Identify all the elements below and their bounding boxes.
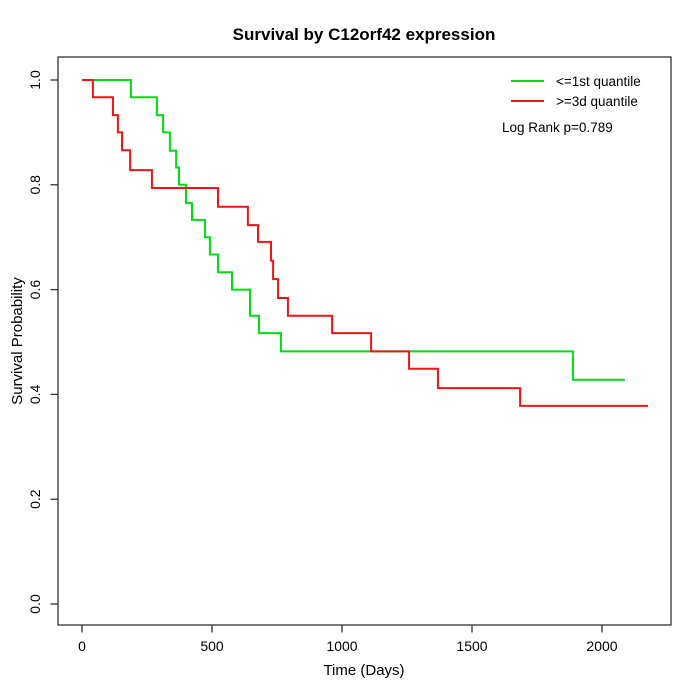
x-tick-label: 1000 (326, 638, 357, 654)
y-tick-label: 0.0 (27, 594, 43, 614)
legend-item-third-quantile: >=3d quantile (511, 94, 638, 109)
x-axis-label: Time (Days) (323, 662, 404, 679)
survival-curve-red (82, 79, 649, 407)
y-tick-label: 0.4 (27, 384, 43, 404)
y-tick-label: 1.0 (27, 70, 43, 90)
x-tick-label: 500 (200, 638, 224, 654)
legend-label-first-quantile: <=1st quantile (556, 74, 641, 89)
y-axis-ticks: 0.0 0.2 0.4 0.6 0.8 1.0 (27, 70, 58, 614)
y-tick-label: 0.2 (27, 489, 43, 509)
y-tick-label: 0.8 (27, 175, 43, 195)
chart-title: Survival by C12orf42 expression (233, 25, 496, 44)
x-tick-label: 0 (78, 638, 86, 654)
legend-label-third-quantile: >=3d quantile (556, 94, 638, 109)
x-tick-label: 2000 (586, 638, 617, 654)
log-rank-annotation: Log Rank p=0.789 (502, 120, 613, 135)
legend: <=1st quantile >=3d quantile Log Rank p=… (502, 74, 641, 135)
x-tick-label: 1500 (456, 638, 487, 654)
legend-item-first-quantile: <=1st quantile (511, 74, 641, 89)
plot-frame (57, 56, 672, 626)
y-tick-label: 0.6 (27, 280, 43, 300)
x-axis-ticks: 0 500 1000 1500 2000 (78, 625, 618, 654)
survival-curve-green (82, 79, 625, 381)
y-axis-label: Survival Probability (9, 277, 26, 405)
survival-curves (82, 79, 649, 407)
